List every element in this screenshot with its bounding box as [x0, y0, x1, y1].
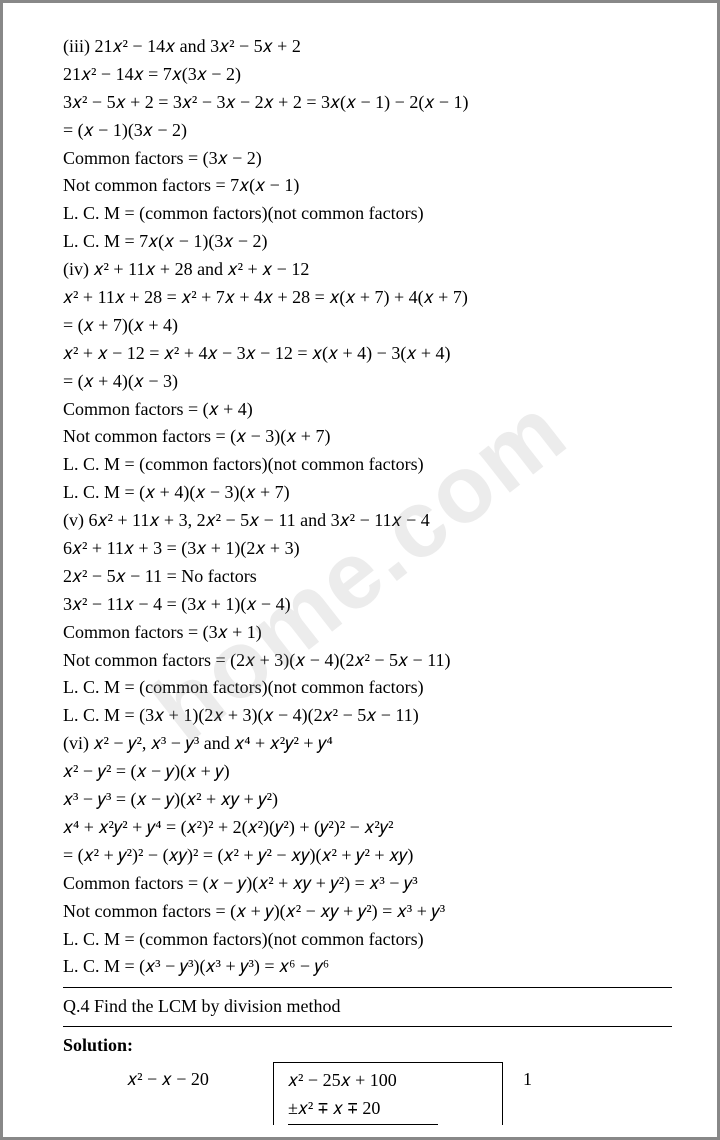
- math-line: 3𝑥² − 5𝑥 + 2 = 3𝑥² − 3𝑥 − 2𝑥 + 2 = 3𝑥(𝑥 …: [63, 89, 672, 117]
- math-line: L. C. M = (common factors)(not common fa…: [63, 674, 672, 702]
- math-line: L. C. M = (common factors)(not common fa…: [63, 200, 672, 228]
- math-line: 𝑥² − 𝑦² = (𝑥 − 𝑦)(𝑥 + 𝑦): [63, 758, 672, 786]
- quotient: 1: [503, 1062, 532, 1094]
- math-line: Not common factors = 7𝑥(𝑥 − 1): [63, 172, 672, 200]
- math-line: L. C. M = (𝑥 + 4)(𝑥 − 3)(𝑥 + 7): [63, 479, 672, 507]
- long-division: 𝑥² − 𝑥 − 20 𝑥² − 25𝑥 + 100 ±𝑥² ∓ 𝑥 ∓ 20 …: [63, 1062, 672, 1125]
- math-line: 3𝑥² − 11𝑥 − 4 = (3𝑥 + 1)(𝑥 − 4): [63, 591, 672, 619]
- math-line: (iv) 𝑥² + 11𝑥 + 28 and 𝑥² + 𝑥 − 12: [63, 256, 672, 284]
- math-line: 2𝑥² − 5𝑥 − 11 = No factors: [63, 563, 672, 591]
- solution-label: Solution:: [63, 1032, 672, 1060]
- math-line: 𝑥³ − 𝑦³ = (𝑥 − 𝑦)(𝑥² + 𝑥𝑦 + 𝑦²): [63, 786, 672, 814]
- math-line: L. C. M = 7𝑥(𝑥 − 1)(3𝑥 − 2): [63, 228, 672, 256]
- math-line: L. C. M = (common factors)(not common fa…: [63, 926, 672, 954]
- math-line: Common factors = (𝑥 − 𝑦)(𝑥² + 𝑥𝑦 + 𝑦²) =…: [63, 870, 672, 898]
- math-line: = (𝑥 + 4)(𝑥 − 3): [63, 368, 672, 396]
- question-heading: Q.4 Find the LCM by division method: [63, 991, 672, 1023]
- math-line: Common factors = (𝑥 + 4): [63, 396, 672, 424]
- math-line: = (𝑥² + 𝑦²)² − (𝑥𝑦)² = (𝑥² + 𝑦² − 𝑥𝑦)(𝑥²…: [63, 842, 672, 870]
- math-line: (iii) 21𝑥² − 14𝑥 and 3𝑥² − 5𝑥 + 2: [63, 33, 672, 61]
- math-line: L. C. M = (common factors)(not common fa…: [63, 451, 672, 479]
- math-line: Not common factors = (𝑥 + 𝑦)(𝑥² − 𝑥𝑦 + 𝑦…: [63, 898, 672, 926]
- math-line: (v) 6𝑥² + 11𝑥 + 3, 2𝑥² − 5𝑥 − 11 and 3𝑥²…: [63, 507, 672, 535]
- math-line: Common factors = (3𝑥 + 1): [63, 619, 672, 647]
- math-line: 𝑥² + 𝑥 − 12 = 𝑥² + 4𝑥 − 3𝑥 − 12 = 𝑥(𝑥 + …: [63, 340, 672, 368]
- divider: [63, 1026, 672, 1027]
- math-line: = (𝑥 − 1)(3𝑥 − 2): [63, 117, 672, 145]
- math-line: 𝑥² + 11𝑥 + 28 = 𝑥² + 7𝑥 + 4𝑥 + 28 = 𝑥(𝑥 …: [63, 284, 672, 312]
- dividend-box: 𝑥² − 25𝑥 + 100 ±𝑥² ∓ 𝑥 ∓ 20: [273, 1062, 503, 1125]
- divider: [63, 987, 672, 988]
- math-line: 6𝑥² + 11𝑥 + 3 = (3𝑥 + 1)(2𝑥 + 3): [63, 535, 672, 563]
- math-line: L. C. M = (3𝑥 + 1)(2𝑥 + 3)(𝑥 − 4)(2𝑥² − …: [63, 702, 672, 730]
- subtrahend: ±𝑥² ∓ 𝑥 ∓ 20: [288, 1095, 438, 1125]
- math-line: Common factors = (3𝑥 − 2): [63, 145, 672, 173]
- math-line: Not common factors = (𝑥 − 3)(𝑥 + 7): [63, 423, 672, 451]
- dividend: 𝑥² − 25𝑥 + 100: [288, 1067, 488, 1095]
- math-line: 21𝑥² − 14𝑥 = 7𝑥(3𝑥 − 2): [63, 61, 672, 89]
- math-line: L. C. M = (𝑥³ − 𝑦³)(𝑥³ + 𝑦³) = 𝑥⁶ − 𝑦⁶: [63, 953, 672, 981]
- math-line: Not common factors = (2𝑥 + 3)(𝑥 − 4)(2𝑥²…: [63, 647, 672, 675]
- math-line: 𝑥⁴ + 𝑥²𝑦² + 𝑦⁴ = (𝑥²)² + 2(𝑥²)(𝑦²) + (𝑦²…: [63, 814, 672, 842]
- math-line: (vi) 𝑥² − 𝑦², 𝑥³ − 𝑦³ and 𝑥⁴ + 𝑥²𝑦² + 𝑦⁴: [63, 730, 672, 758]
- divisor: 𝑥² − 𝑥 − 20: [63, 1062, 273, 1094]
- math-line: = (𝑥 + 7)(𝑥 + 4): [63, 312, 672, 340]
